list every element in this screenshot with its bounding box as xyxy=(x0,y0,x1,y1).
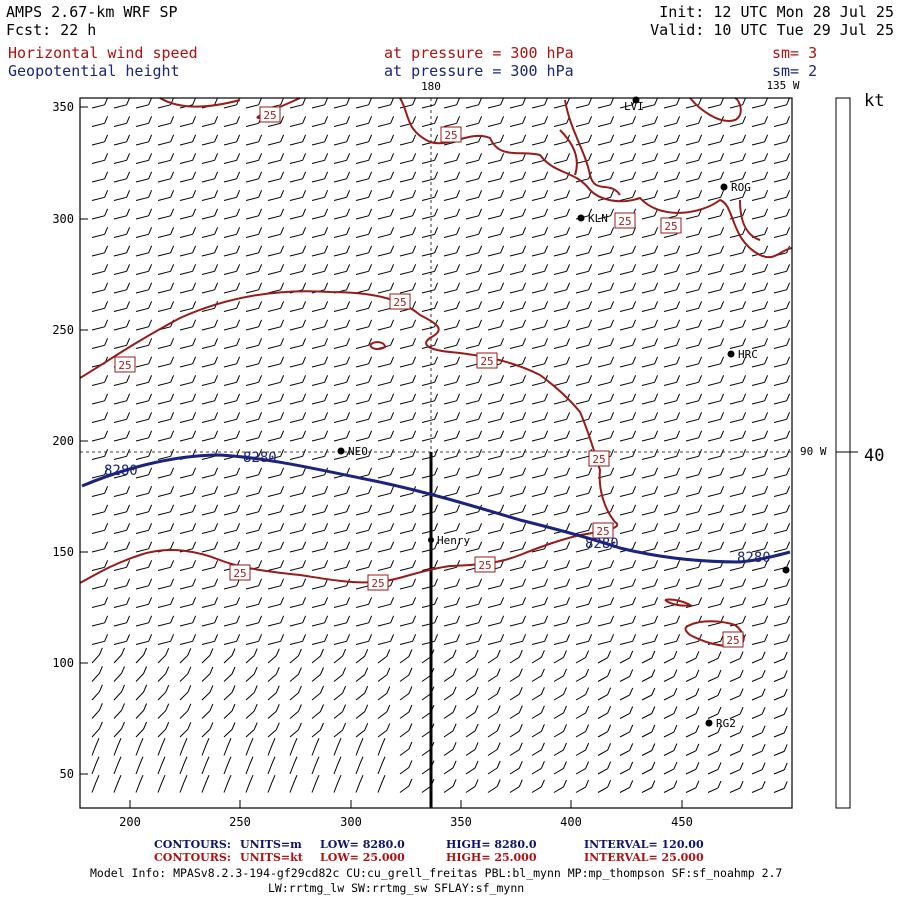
x-tick-label: 300 xyxy=(340,815,362,829)
field-1-level: at pressure = 300 hPa xyxy=(384,44,574,62)
contour-height-high: HIGH= 8280.0 xyxy=(446,838,537,851)
meridian-label-90w: 90 W xyxy=(800,445,827,458)
valid-time: Valid: 10 UTC Tue 29 Jul 25 xyxy=(650,21,894,39)
contour-height-label: CONTOURS: xyxy=(154,838,231,851)
meridian-label-180: 180 xyxy=(421,80,441,93)
wind-barbs xyxy=(91,97,791,793)
field-2-smoothing: sm= 2 xyxy=(772,62,818,80)
meridian-label-135w: 135 W xyxy=(766,79,799,92)
x-axis-labels: 200 250 300 350 400 450 xyxy=(119,815,693,829)
station-marker-edge xyxy=(782,566,790,574)
svg-text:ROG: ROG xyxy=(731,181,751,194)
svg-text:KLN: KLN xyxy=(588,212,608,225)
svg-text:25: 25 xyxy=(393,296,406,309)
station-lvi: LVI xyxy=(624,96,644,113)
y-tick-label: 150 xyxy=(52,545,74,559)
contour-wind-low: LOW= 25.000 xyxy=(320,851,405,864)
contour-wind-high: HIGH= 25.000 xyxy=(446,851,537,864)
svg-text:25: 25 xyxy=(726,634,739,647)
svg-text:25: 25 xyxy=(263,109,276,122)
stations: LVI ROG KLN HRC NEO Henry RG2 xyxy=(337,96,790,730)
svg-text:25: 25 xyxy=(478,559,491,572)
station-rg2: RG2 xyxy=(705,717,736,730)
y-tick-label: 350 xyxy=(52,100,74,114)
forecast-hour: Fcst: 22 h xyxy=(6,21,97,39)
geopotential-height-contour xyxy=(81,453,791,564)
model-info-line-1: Model Info: MPASv8.2.3-194-gf29cd82c CU:… xyxy=(90,866,783,880)
station-neo: NEO xyxy=(337,445,368,458)
svg-text:8280: 8280 xyxy=(104,463,138,479)
wind-barb-field xyxy=(91,97,791,793)
svg-text:HRC: HRC xyxy=(738,348,758,361)
y-tick-label: 250 xyxy=(52,323,74,337)
height-contour-labels: 8280 8280 8280 8280 xyxy=(104,450,771,566)
svg-text:25: 25 xyxy=(592,453,605,466)
init-time: Init: 12 UTC Mon 28 Jul 25 xyxy=(659,3,894,21)
axis-ticks xyxy=(80,106,683,808)
wind-contour-labels: 25 25 25 25 25 25 25 25 25 25 25 25 25 2… xyxy=(114,106,744,648)
svg-text:RG2: RG2 xyxy=(716,717,736,730)
station-hrc: HRC xyxy=(727,348,758,361)
svg-text:25: 25 xyxy=(664,220,677,233)
y-tick-label: 50 xyxy=(60,767,74,781)
x-tick-label: 350 xyxy=(450,815,472,829)
y-tick-label: 100 xyxy=(52,656,74,670)
station-rog: ROG xyxy=(720,181,751,194)
svg-text:8280: 8280 xyxy=(585,536,619,552)
x-tick-label: 250 xyxy=(229,815,251,829)
svg-text:25: 25 xyxy=(118,359,131,372)
svg-text:25: 25 xyxy=(596,525,609,538)
contour-height-interval: INTERVAL= 120.00 xyxy=(584,838,704,851)
svg-text:8280: 8280 xyxy=(243,450,277,466)
model-info-line-2: LW:rrtmg_lw SW:rrtmg_sw SFLAY:sf_mynn xyxy=(268,881,525,895)
svg-text:LVI: LVI xyxy=(624,100,644,113)
contour-wind-label: CONTOURS: xyxy=(154,851,231,864)
contour-height-low: LOW= 8280.0 xyxy=(320,838,405,851)
svg-text:25: 25 xyxy=(618,215,631,228)
svg-text:25: 25 xyxy=(371,577,384,590)
field-2-level: at pressure = 300 hPa xyxy=(384,62,574,80)
x-tick-label: 450 xyxy=(671,815,693,829)
field-1-smoothing: sm= 3 xyxy=(772,44,818,62)
colorbar-value-label: 40 xyxy=(864,446,884,466)
svg-text:NEO: NEO xyxy=(348,445,368,458)
field-2-name: Geopotential height xyxy=(8,62,180,80)
svg-text:25: 25 xyxy=(444,129,457,142)
contour-height-units: UNITS=m xyxy=(240,838,302,851)
contour-wind-units: UNITS=kt xyxy=(240,851,303,864)
x-tick-label: 200 xyxy=(119,815,141,829)
station-henry: Henry xyxy=(428,534,470,547)
svg-text:Henry: Henry xyxy=(437,534,470,547)
map-frame xyxy=(79,97,793,809)
x-tick-label: 400 xyxy=(560,815,582,829)
colorbar-unit: kt xyxy=(864,91,884,111)
svg-text:25: 25 xyxy=(480,355,493,368)
y-tick-label: 200 xyxy=(52,434,74,448)
y-tick-label: 300 xyxy=(52,212,74,226)
colorbar xyxy=(835,97,851,809)
field-1-name: Horizontal wind speed xyxy=(8,44,198,62)
svg-text:8280: 8280 xyxy=(737,550,771,566)
contour-wind-interval: INTERVAL= 25.000 xyxy=(584,851,704,864)
station-kln: KLN xyxy=(577,212,608,225)
model-title: AMPS 2.67-km WRF SP xyxy=(6,3,178,21)
svg-text:25: 25 xyxy=(233,567,246,580)
y-axis-labels: 350 300 250 200 150 100 50 xyxy=(52,100,74,781)
